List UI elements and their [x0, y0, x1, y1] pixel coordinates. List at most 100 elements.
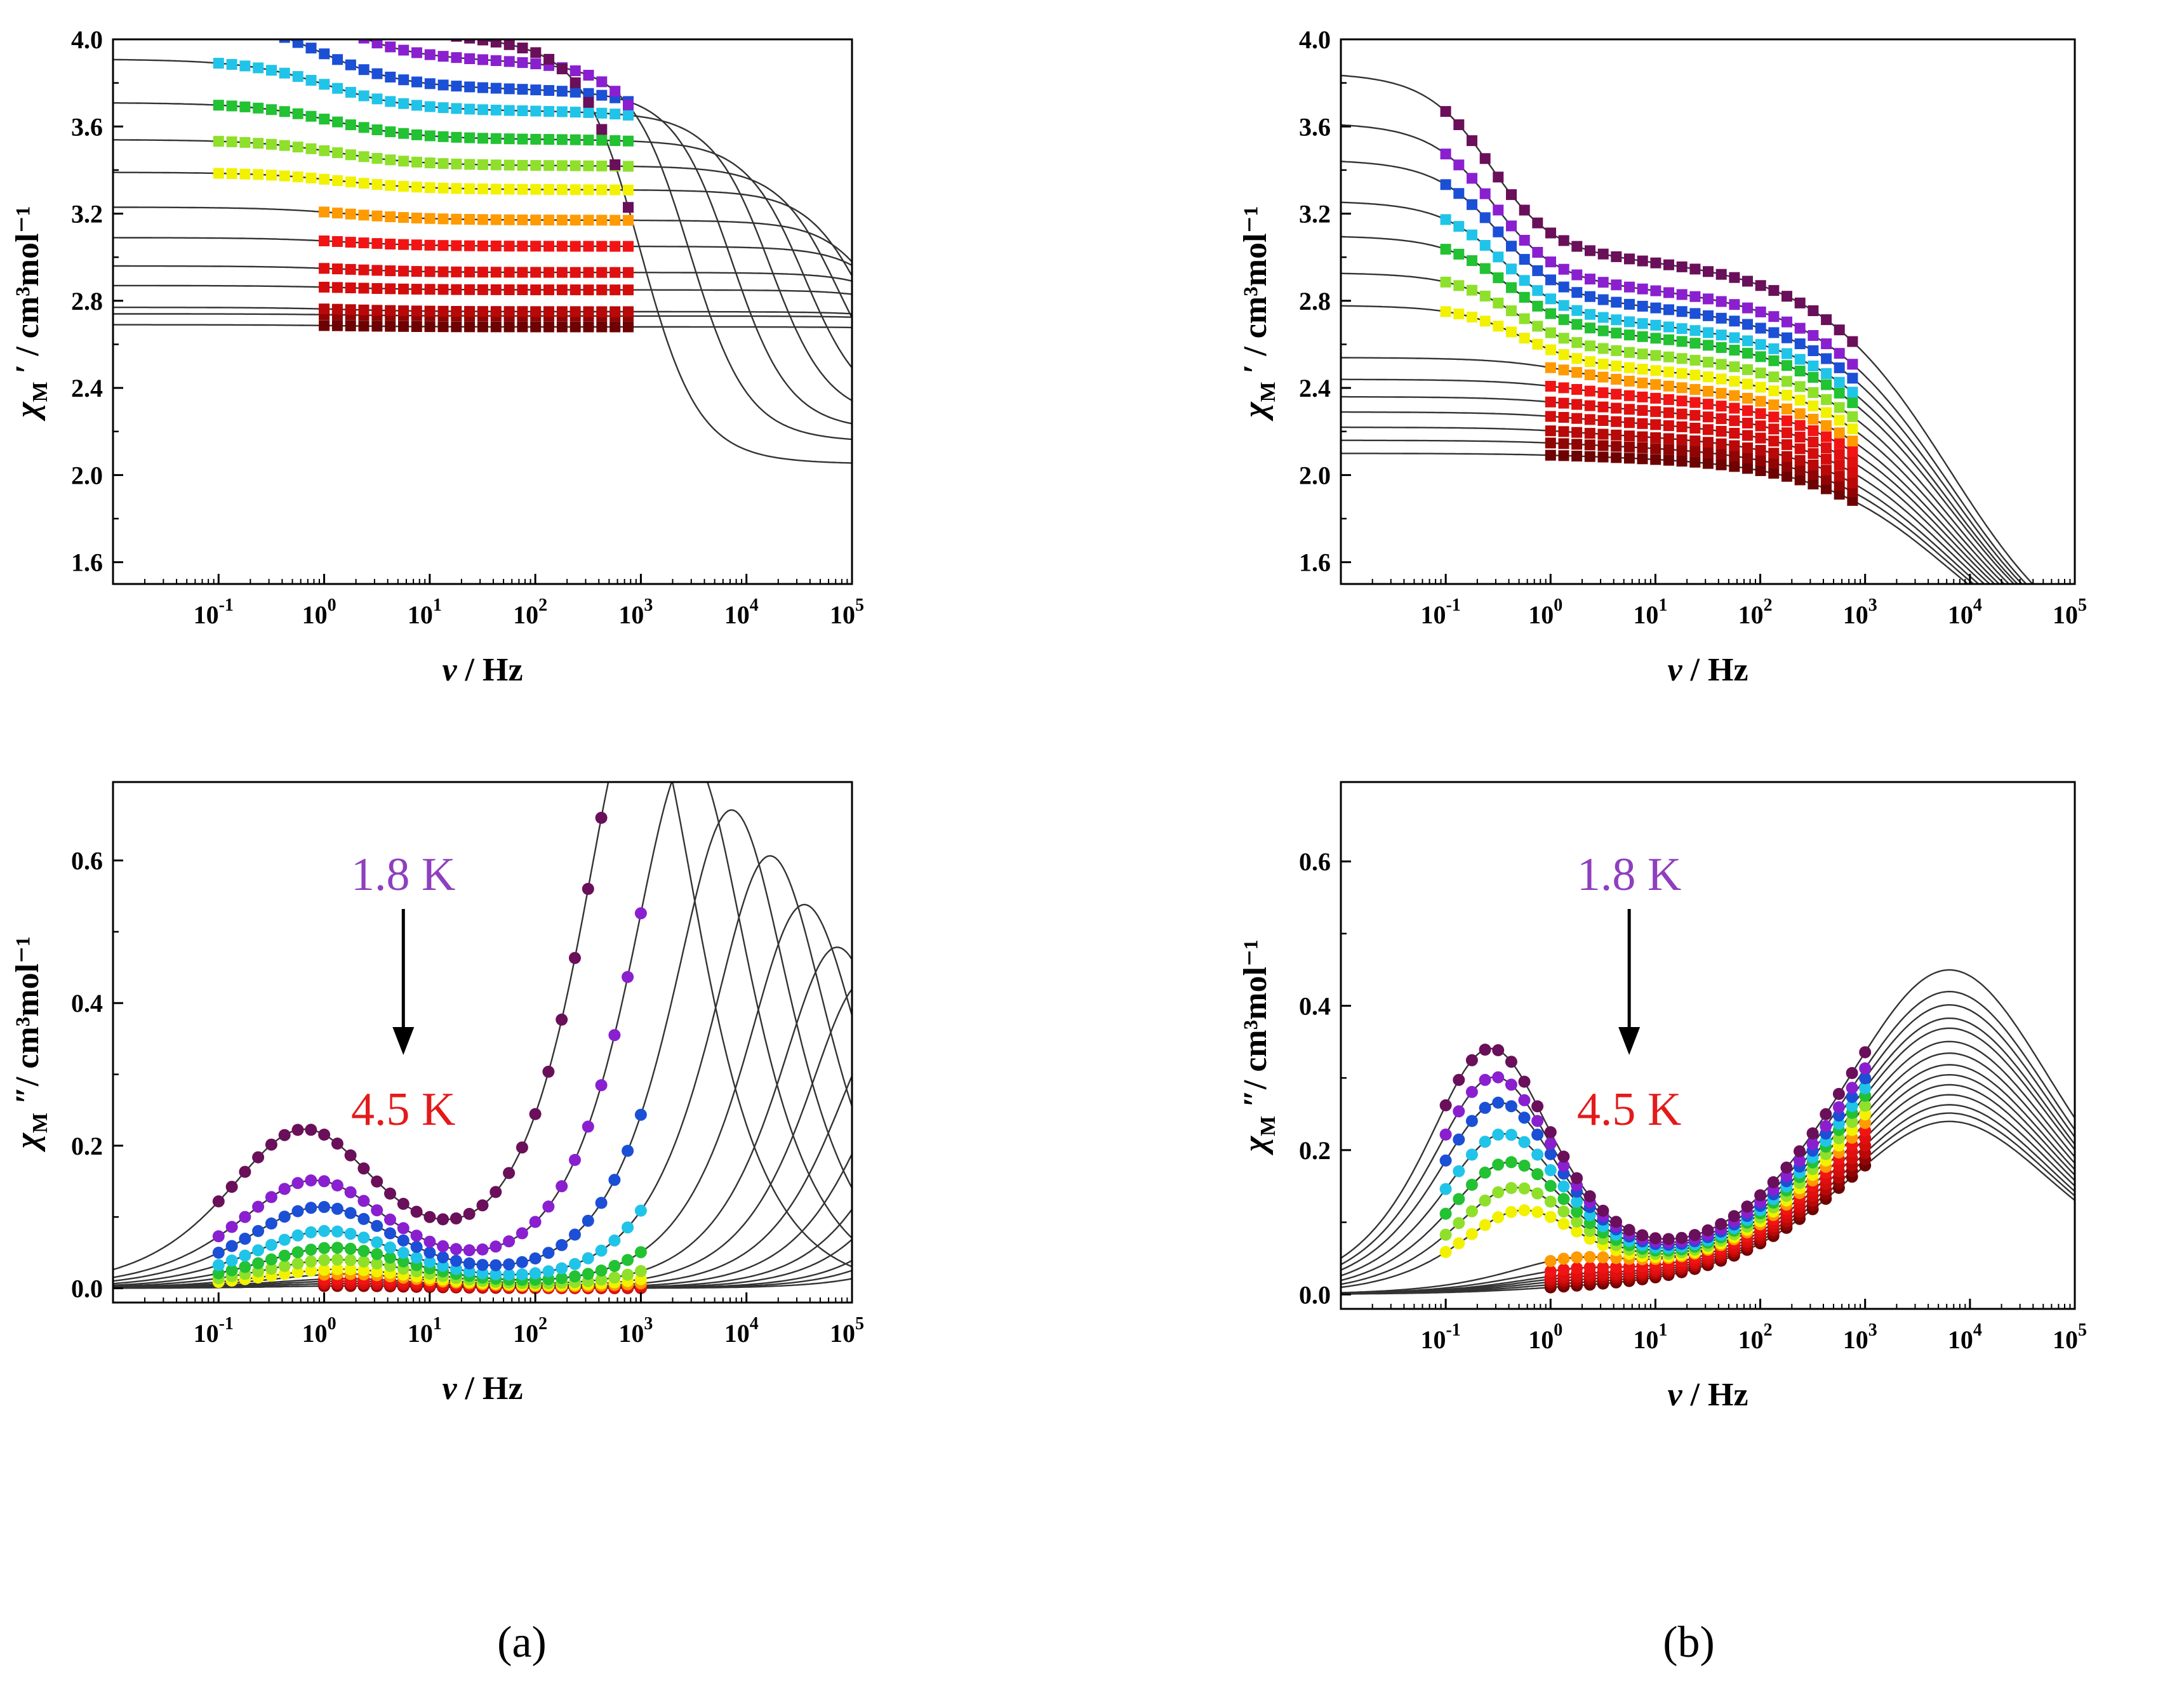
data-point: [1531, 1168, 1544, 1181]
data-point: [239, 1249, 251, 1262]
data-point: [556, 134, 568, 145]
data-point: [489, 1268, 502, 1280]
data-point: [424, 239, 436, 251]
data-point: [371, 238, 383, 249]
data-point: [476, 1267, 489, 1280]
data-point: [476, 1259, 489, 1271]
data-point: [530, 160, 542, 171]
data-point: [1834, 460, 1845, 471]
data-point: [490, 39, 502, 48]
data-point: [490, 183, 502, 195]
data-point: [358, 209, 370, 221]
data-point: [213, 17, 224, 27]
data-point: [477, 54, 488, 65]
data-point: [1479, 315, 1491, 327]
data-point: [1702, 458, 1714, 469]
data-point: [477, 82, 488, 93]
data-point: [357, 1231, 370, 1244]
data-point: [305, 1226, 317, 1238]
data-point: [212, 1247, 225, 1259]
data-point: [556, 1013, 568, 1026]
data-point: [596, 241, 608, 252]
data-point: [1794, 354, 1806, 365]
data-point: [1755, 306, 1766, 317]
data-point: [1571, 1172, 1583, 1184]
data-point: [1453, 1073, 1465, 1086]
data-point: [1545, 437, 1556, 449]
data-point: [449, 1212, 462, 1224]
data-point: [1703, 293, 1714, 305]
data-point: [1847, 387, 1858, 398]
data-point: [464, 159, 476, 170]
data-point: [623, 215, 634, 226]
data-point: [1453, 308, 1465, 320]
data-point: [1545, 274, 1556, 286]
data-point: [1663, 321, 1674, 333]
data-point: [345, 176, 356, 188]
data-point: [1847, 411, 1858, 422]
data-point: [530, 306, 542, 317]
data-point: [1729, 376, 1740, 387]
data-point: [1715, 269, 1727, 280]
data-point: [623, 184, 634, 196]
data-point: [583, 306, 594, 317]
data-point: [1506, 305, 1517, 317]
data-point: [385, 239, 396, 249]
data-point: [331, 1138, 343, 1150]
data-point: [1703, 266, 1714, 277]
data-point: [582, 1268, 594, 1280]
data-point: [1611, 374, 1622, 385]
x-tick-label: 101: [408, 1314, 442, 1348]
data-point: [1531, 1187, 1544, 1200]
data-point: [623, 267, 634, 278]
data-point: [344, 1263, 357, 1276]
data-point: [306, 5, 317, 16]
data-point: [451, 52, 462, 63]
data-point: [1439, 1183, 1452, 1195]
data-point: [1558, 364, 1569, 376]
data-point: [265, 1138, 277, 1151]
data-point: [358, 64, 370, 76]
data-point: [569, 86, 581, 98]
data-point: [292, 39, 303, 48]
data-point: [451, 131, 462, 143]
y-tick-label: 2.4: [71, 374, 103, 402]
data-point: [1453, 1193, 1465, 1205]
data-point: [319, 79, 330, 90]
data-point: [583, 284, 594, 296]
temperature-end-label: 4.5 K: [351, 1084, 455, 1136]
data-point: [543, 134, 555, 145]
data-point: [1821, 442, 1832, 454]
data-point: [1439, 1128, 1452, 1141]
data-point: [358, 282, 370, 294]
data-point: [623, 284, 634, 296]
data-point: [358, 122, 370, 133]
y-axis-title: χM ″/ cm³mol⁻¹: [10, 936, 52, 1152]
data-point: [1794, 474, 1806, 486]
data-point: [1597, 428, 1609, 440]
data-point: [1624, 281, 1635, 293]
data-point: [1453, 280, 1465, 291]
x-tick-label: 102: [513, 595, 547, 629]
data-point: [1781, 316, 1792, 328]
data-point: [410, 1240, 423, 1253]
data-point: [1597, 294, 1609, 305]
data-point: [213, 100, 224, 111]
data-point: [556, 63, 568, 74]
data-point: [345, 208, 356, 220]
x-tick-label: 102: [513, 1314, 547, 1348]
data-point: [424, 78, 436, 90]
data-point: [490, 83, 502, 94]
data-point: [1597, 1261, 1609, 1273]
data-point: [582, 1252, 594, 1264]
data-point: [278, 1233, 291, 1246]
data-point: [530, 133, 542, 145]
data-point: [1558, 426, 1569, 437]
data-point: [1846, 1116, 1858, 1129]
data-point: [318, 1175, 331, 1188]
data-point: [1519, 313, 1530, 324]
data-point: [464, 81, 476, 93]
data-point: [1571, 1195, 1583, 1208]
data-point: [451, 240, 462, 251]
down-arrow-icon: [1618, 1027, 1641, 1055]
